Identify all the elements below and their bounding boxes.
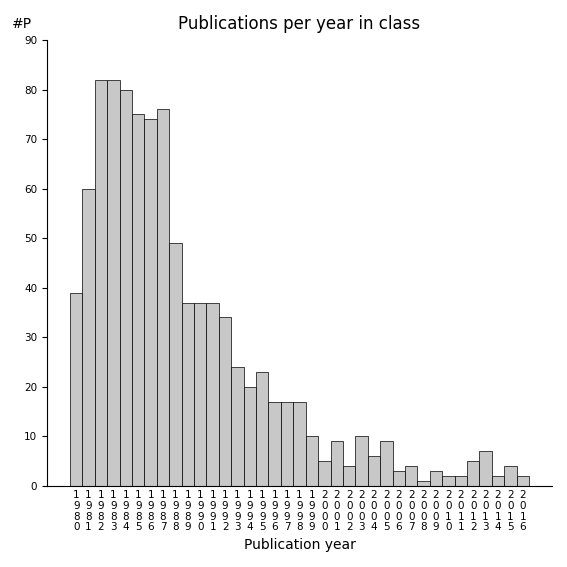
Bar bbox=[120, 90, 132, 486]
Bar bbox=[206, 303, 219, 486]
Bar bbox=[132, 115, 145, 486]
Bar bbox=[480, 451, 492, 486]
Bar bbox=[368, 456, 380, 486]
Bar bbox=[504, 466, 517, 486]
Bar bbox=[82, 189, 95, 486]
Bar bbox=[417, 481, 430, 486]
Bar bbox=[70, 293, 82, 486]
Bar bbox=[256, 372, 269, 486]
Bar bbox=[430, 471, 442, 486]
Bar bbox=[442, 476, 455, 486]
Bar bbox=[306, 437, 318, 486]
Bar bbox=[356, 437, 368, 486]
X-axis label: Publication year: Publication year bbox=[244, 538, 356, 552]
Bar bbox=[219, 318, 231, 486]
Bar bbox=[181, 303, 194, 486]
Bar bbox=[492, 476, 504, 486]
Bar bbox=[343, 466, 356, 486]
Bar bbox=[405, 466, 417, 486]
Bar bbox=[244, 387, 256, 486]
Bar bbox=[318, 461, 331, 486]
Bar bbox=[380, 441, 392, 486]
Bar bbox=[517, 476, 529, 486]
Y-axis label: #P: #P bbox=[12, 17, 32, 31]
Bar bbox=[331, 441, 343, 486]
Bar bbox=[293, 401, 306, 486]
Title: Publications per year in class: Publications per year in class bbox=[179, 15, 421, 33]
Bar bbox=[281, 401, 293, 486]
Bar bbox=[269, 401, 281, 486]
Bar bbox=[231, 367, 244, 486]
Bar bbox=[157, 109, 169, 486]
Bar bbox=[169, 243, 181, 486]
Bar bbox=[467, 461, 480, 486]
Bar bbox=[392, 471, 405, 486]
Bar bbox=[95, 80, 107, 486]
Bar bbox=[145, 120, 157, 486]
Bar bbox=[455, 476, 467, 486]
Bar bbox=[107, 80, 120, 486]
Bar bbox=[194, 303, 206, 486]
